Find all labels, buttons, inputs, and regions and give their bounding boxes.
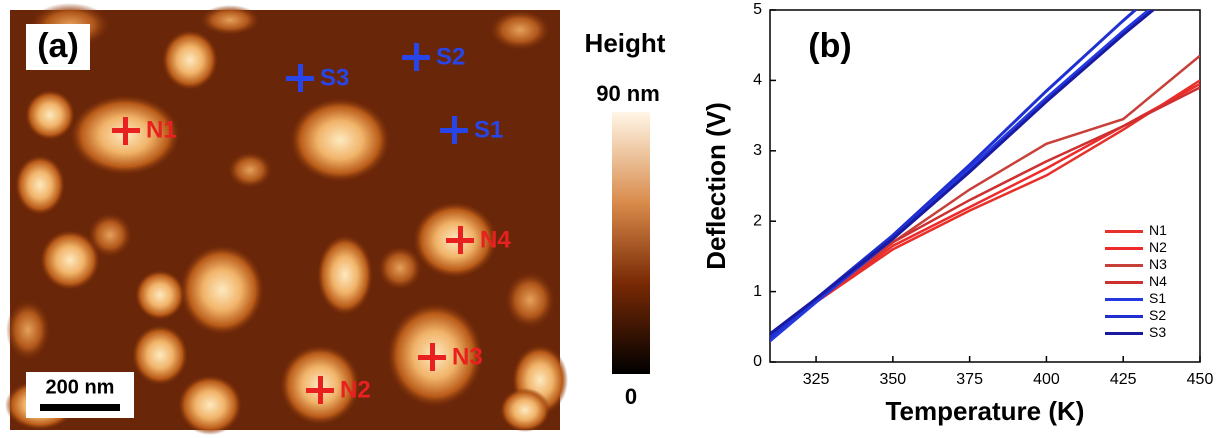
label-box <box>26 24 90 70</box>
panel-label: (a) <box>37 27 79 65</box>
y-tick-label: 1 <box>753 283 762 300</box>
marker-label: S2 <box>436 43 465 70</box>
scale-bar-label: 200 nm <box>46 376 115 398</box>
marker-label: N4 <box>480 226 511 253</box>
y-tick-label: 2 <box>753 212 762 229</box>
colorbar-min: 0 <box>625 384 637 409</box>
colorbar <box>612 112 650 374</box>
afm-image: (a) 200 nm N1 N2 N3 N4 S1 S2 S3 <box>5 3 568 435</box>
marker-label: N2 <box>340 376 371 403</box>
x-tick-label: 350 <box>880 371 907 388</box>
plot-frame <box>769 9 1201 363</box>
legend-label: N3 <box>1149 256 1167 272</box>
legend-label: S2 <box>1149 307 1166 323</box>
markers: N1 N2 N3 N4 S1 S2 S3 <box>112 43 511 404</box>
y-tick-label: 5 <box>753 1 762 18</box>
x-axis-label: Temperature (K) <box>886 396 1085 426</box>
x-tick-label: 325 <box>803 371 830 388</box>
y-tick-label: 0 <box>753 353 762 370</box>
y-tick-label: 3 <box>753 142 762 159</box>
x-tick-label: 375 <box>956 371 983 388</box>
y-axis-label: Deflection (V) <box>701 102 731 270</box>
x-tick-label: 425 <box>1110 371 1137 388</box>
colorbar-max: 90 nm <box>596 81 660 106</box>
marker-label: N3 <box>452 343 483 370</box>
series-line <box>770 10 1156 336</box>
legend-label: N1 <box>1149 222 1167 238</box>
marker-label: S1 <box>474 116 503 143</box>
line-chart: (b) Temperature (K) Deflection (V) 325 35… <box>701 1 1214 426</box>
legend-label: N2 <box>1149 239 1167 255</box>
legend-label: S3 <box>1149 324 1166 340</box>
x-tick-label: 400 <box>1033 371 1060 388</box>
y-tick-label: 4 <box>753 72 762 89</box>
marker-label: N1 <box>146 116 177 143</box>
x-tick-label: 450 <box>1187 371 1214 388</box>
legend-label: N4 <box>1149 273 1167 289</box>
series-line <box>770 54 1200 339</box>
legend-label: S1 <box>1149 290 1166 306</box>
scale-bar <box>40 404 120 411</box>
marker-label: S3 <box>320 64 349 91</box>
series-group <box>770 10 1200 343</box>
panel-label: (b) <box>808 27 851 65</box>
series-line <box>770 10 1152 343</box>
colorbar-title: Height <box>585 28 666 58</box>
